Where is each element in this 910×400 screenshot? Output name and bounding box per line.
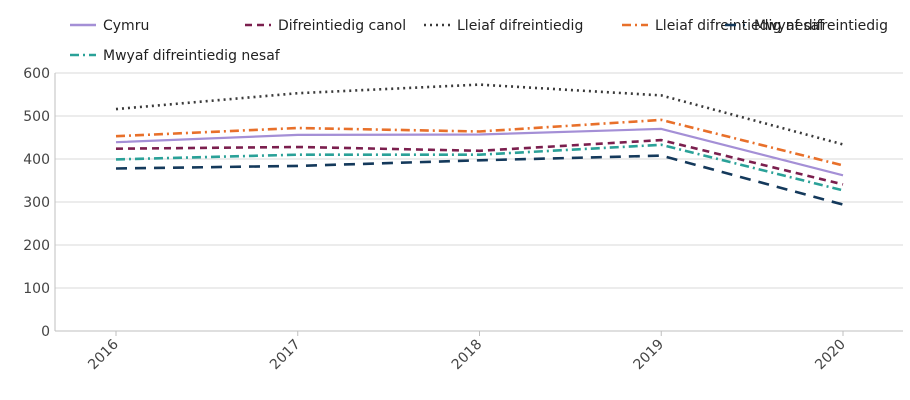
series-line-cymru [115,127,844,177]
x-tick-label: 2016 [85,336,122,373]
series-line-lleiaf-difreintiedig-nesaf [115,118,844,167]
legend-item-lleiaf-difreintiedig-nesaf[interactable]: Lleiaf difreintiedig nesaf [622,18,825,34]
legend-label: Lleiaf difreintiedig nesaf [655,18,825,34]
y-tick-label: 500 [23,109,50,125]
legend-item-difreintiedig-canol[interactable]: Difreintiedig canol [245,18,406,34]
legend-item-cymru[interactable]: Cymru [70,18,149,34]
y-tick-label: 400 [23,152,50,168]
series-line-difreintiedig-canol [115,138,844,186]
legend-item-lleiaf-difreintiedig[interactable]: Lleiaf difreintiedig [424,18,583,34]
x-tick-label: 2017 [267,337,304,374]
y-tick-label: 200 [23,238,50,254]
legend-label: Mwyaf difreintiedig nesaf [103,48,281,64]
y-tick-label: 300 [23,195,50,211]
x-tick-label: 2019 [631,337,668,374]
plot-area [115,83,844,206]
legend-label: Difreintiedig canol [278,18,406,34]
x-tick-label: 2018 [449,337,486,374]
y-tick-label: 600 [23,66,50,82]
legend-item-mwyaf-difreintiedig-nesaf[interactable]: Mwyaf difreintiedig nesaf [70,48,281,64]
x-tick-label: 2020 [812,337,849,374]
legend-label: Cymru [103,18,149,34]
series-line-lleiaf-difreintiedig [115,83,844,146]
legend-label: Mwyaf difreintiedig [754,18,888,34]
legend-label: Lleiaf difreintiedig [457,18,583,34]
legend-item-mwyaf-difreintiedig[interactable]: Mwyaf difreintiedig [725,18,888,34]
y-tick-label: 100 [23,281,50,297]
series-line-mwyaf-difreintiedig [115,154,844,206]
series-line-mwyaf-difreintiedig-nesaf [115,143,844,192]
y-tick-label: 0 [41,324,50,340]
gridlines [55,72,903,332]
y-axis: 0 100 200 300 400 500 600 [23,66,903,340]
x-axis: 2016 2017 2018 2019 2020 [85,331,849,373]
legend: Cymru Difreintiedig canol Lleiaf difreinti… [70,18,888,64]
